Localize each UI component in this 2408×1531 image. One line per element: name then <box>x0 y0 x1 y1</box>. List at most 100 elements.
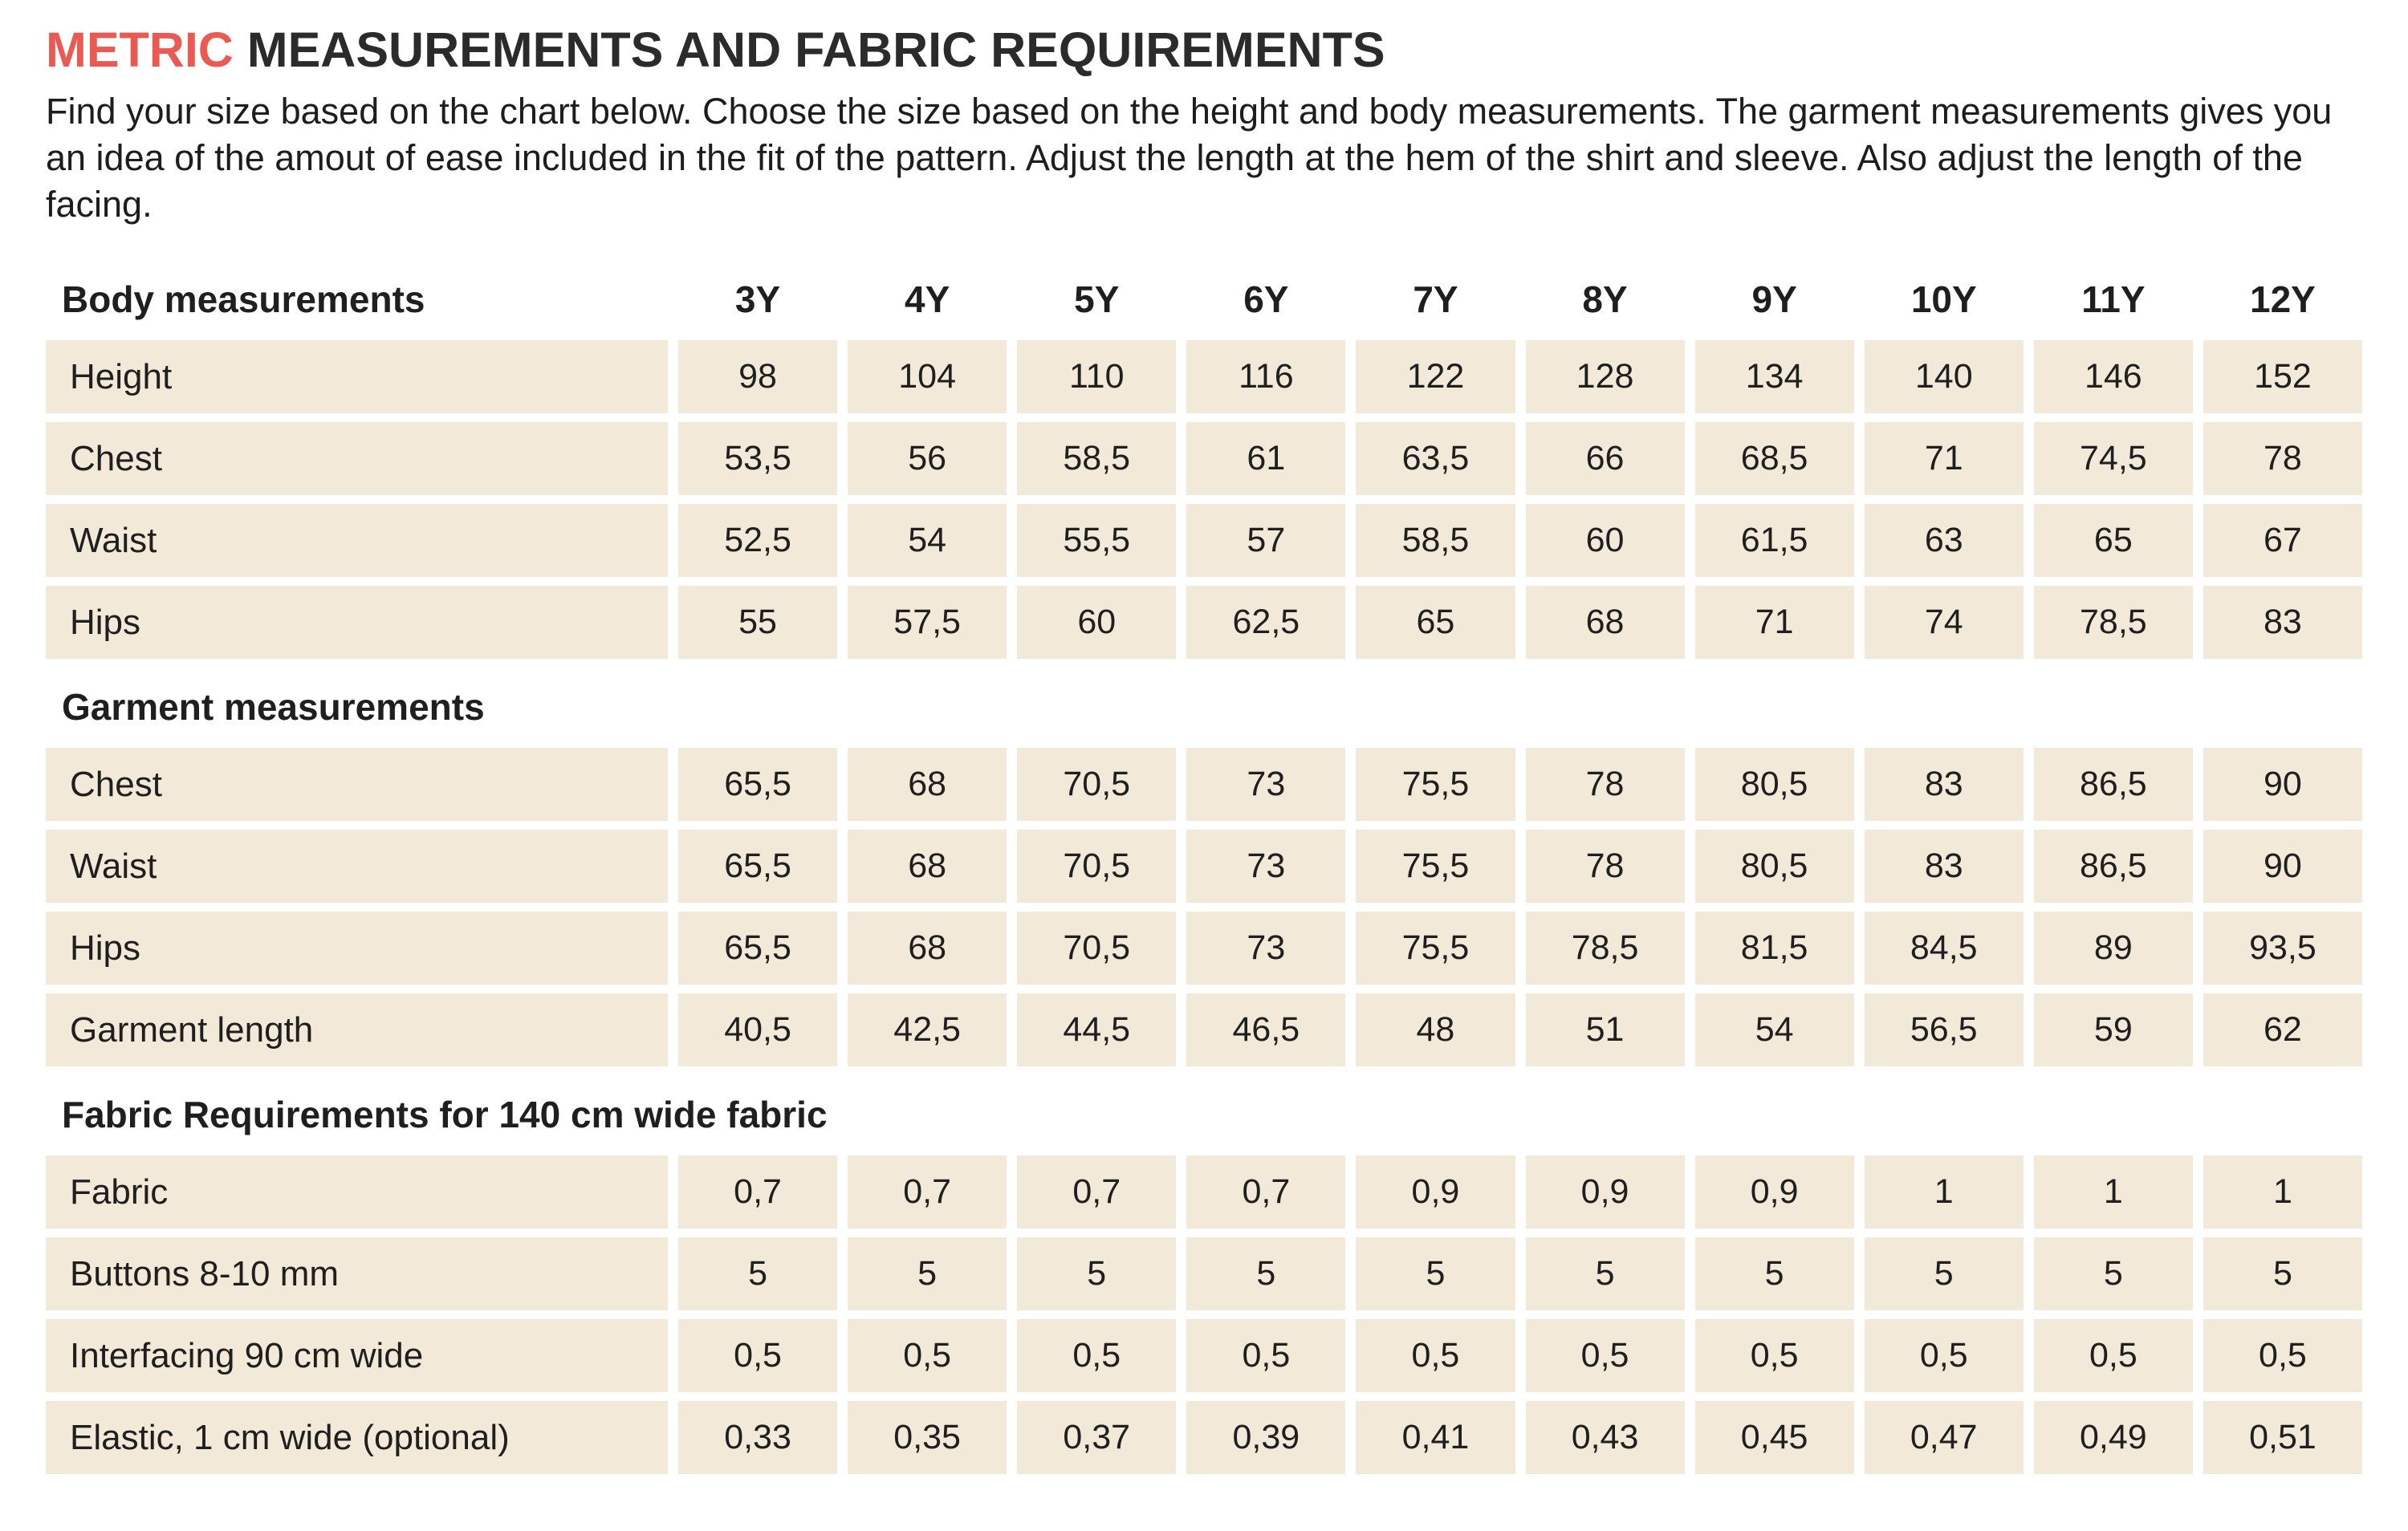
value-cell: 93,5 <box>2203 912 2362 985</box>
size-column-header: 4Y <box>905 278 950 321</box>
value-cell: 5 <box>2033 1237 2193 1311</box>
section-heading: Body measurements <box>62 278 425 321</box>
size-column-header: 11Y <box>2081 278 2146 321</box>
value-cell: 89 <box>2033 912 2193 985</box>
value-cell: 73 <box>1186 748 1346 822</box>
value-cell: 0,5 <box>2203 1319 2362 1393</box>
value-cell: 60 <box>1017 586 1177 660</box>
value-cell: 140 <box>1864 340 2024 414</box>
value-cell: 60 <box>1525 504 1685 578</box>
row-label: Garment length <box>46 993 668 1067</box>
value-cell: 57 <box>1186 504 1346 578</box>
size-column-header: 7Y <box>1413 278 1458 321</box>
value-cell: 0,5 <box>1017 1319 1177 1393</box>
value-cell: 0,9 <box>1525 1155 1685 1229</box>
row-label: Buttons 8-10 mm <box>46 1237 668 1311</box>
value-cell: 0,35 <box>848 1401 1007 1475</box>
value-cell: 78 <box>1525 830 1685 904</box>
value-cell: 116 <box>1186 340 1346 414</box>
value-cell: 0,5 <box>848 1319 1007 1393</box>
size-column-header: 10Y <box>1910 278 1977 321</box>
value-cell: 54 <box>1694 993 1854 1067</box>
value-cell: 0,5 <box>1864 1319 2024 1393</box>
row-label: Interfacing 90 cm wide <box>46 1319 668 1393</box>
size-column-header: 5Y <box>1074 278 1120 321</box>
value-cell: 0,7 <box>1017 1155 1177 1229</box>
value-cell: 5 <box>848 1237 1007 1311</box>
value-cell: 61 <box>1186 422 1346 496</box>
value-cell: 65 <box>1356 586 1515 660</box>
value-cell: 0,39 <box>1186 1401 1346 1475</box>
value-cell: 0,37 <box>1017 1401 1177 1475</box>
value-cell: 75,5 <box>1356 748 1515 822</box>
value-cell: 0,47 <box>1864 1401 2024 1475</box>
row-label: Hips <box>46 586 668 660</box>
value-cell: 0,41 <box>1356 1401 1515 1475</box>
table-row: Chest 65,5 68 70,5 73 75,5 78 80,5 83 86,5 90 <box>46 748 2362 822</box>
value-cell: 134 <box>1694 340 1854 414</box>
value-cell: 81,5 <box>1694 912 1854 985</box>
row-label: Waist <box>46 504 668 578</box>
table-row: Chest 53,5 56 58,5 61 63,5 66 68,5 71 74,5 78 <box>46 422 2362 496</box>
table-row: Waist 65,5 68 70,5 73 75,5 78 80,5 83 86,5 90 <box>46 830 2362 904</box>
value-cell: 86,5 <box>2033 830 2193 904</box>
table-row: Elastic, 1 cm wide (optional) 0,33 0,35 0,3… <box>46 1401 2362 1475</box>
value-cell: 73 <box>1186 912 1346 985</box>
value-cell: 0,43 <box>1525 1401 1685 1475</box>
value-cell: 1 <box>1864 1155 2024 1229</box>
value-cell: 71 <box>1694 586 1854 660</box>
size-column-header: 9Y <box>1751 278 1797 321</box>
row-label: Chest <box>46 748 668 822</box>
value-cell: 0,9 <box>1694 1155 1854 1229</box>
value-cell: 0,33 <box>678 1401 838 1475</box>
value-cell: 57,5 <box>848 586 1007 660</box>
value-cell: 0,5 <box>678 1319 838 1393</box>
value-cell: 65 <box>2033 504 2193 578</box>
page-title-rest: MEASUREMENTS AND FABRIC REQUIREMENTS <box>233 22 1385 77</box>
size-column-header: 8Y <box>1582 278 1628 321</box>
value-cell: 104 <box>848 340 1007 414</box>
value-cell: 68 <box>848 912 1007 985</box>
value-cell: 128 <box>1525 340 1685 414</box>
value-cell: 0,5 <box>1186 1319 1346 1393</box>
section-heading-row: Fabric Requirements for 140 cm wide fabr… <box>46 1075 2362 1154</box>
value-cell: 80,5 <box>1694 748 1854 822</box>
row-label: Height <box>46 340 668 414</box>
value-cell: 0,5 <box>1694 1319 1854 1393</box>
table-row: Interfacing 90 cm wide 0,5 0,5 0,5 0,5 0,5 0,5… <box>46 1319 2362 1393</box>
value-cell: 5 <box>1694 1237 1854 1311</box>
value-cell: 70,5 <box>1017 830 1177 904</box>
value-cell: 78 <box>2203 422 2362 496</box>
value-cell: 0,9 <box>1356 1155 1515 1229</box>
value-cell: 86,5 <box>2033 748 2193 822</box>
value-cell: 5 <box>1017 1237 1177 1311</box>
table-row: Height 98 104 110 116 122 128 134 140 146 152 <box>46 340 2362 414</box>
value-cell: 98 <box>678 340 838 414</box>
value-cell: 58,5 <box>1017 422 1177 496</box>
value-cell: 5 <box>1356 1237 1515 1311</box>
table-row: Buttons 8-10 mm 5 5 5 5 5 5 5 5 5 5 <box>46 1237 2362 1311</box>
value-cell: 0,7 <box>678 1155 838 1229</box>
value-cell: 5 <box>1864 1237 2024 1311</box>
value-cell: 152 <box>2203 340 2362 414</box>
row-label: Chest <box>46 422 668 496</box>
value-cell: 73 <box>1186 830 1346 904</box>
value-cell: 52,5 <box>678 504 838 578</box>
value-cell: 51 <box>1525 993 1685 1067</box>
intro-text: Find your size based on the chart below.… <box>46 91 2333 225</box>
section-heading: Garment measurements <box>62 686 485 729</box>
value-cell: 61,5 <box>1694 504 1854 578</box>
value-cell: 5 <box>678 1237 838 1311</box>
value-cell: 63,5 <box>1356 422 1515 496</box>
value-cell: 1 <box>2203 1155 2362 1229</box>
value-cell: 75,5 <box>1356 912 1515 985</box>
table-row: Garment length 40,5 42,5 44,5 46,5 48 51 54 56,5… <box>46 993 2362 1067</box>
value-cell: 55,5 <box>1017 504 1177 578</box>
value-cell: 78 <box>1525 748 1685 822</box>
table-row: Waist 52,5 54 55,5 57 58,5 60 61,5 63 65 67 <box>46 504 2362 578</box>
value-cell: 65,5 <box>678 748 838 822</box>
value-cell: 0,5 <box>1525 1319 1685 1393</box>
value-cell: 56 <box>848 422 1007 496</box>
value-cell: 59 <box>2033 993 2193 1067</box>
value-cell: 65,5 <box>678 830 838 904</box>
